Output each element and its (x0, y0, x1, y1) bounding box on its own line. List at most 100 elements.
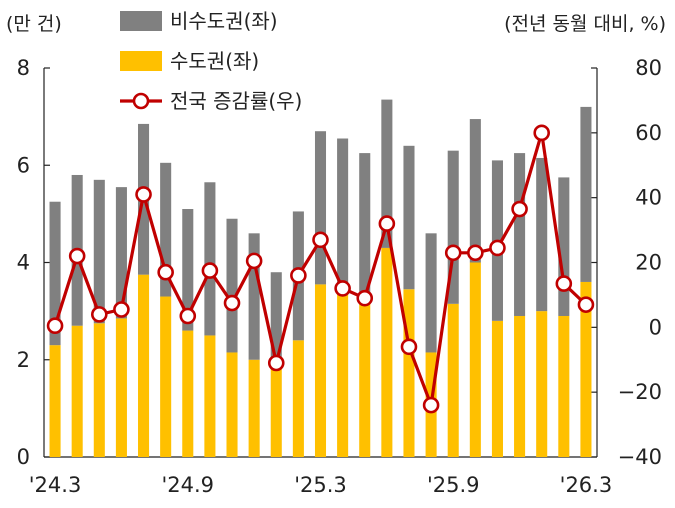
bar-non-capital (536, 157, 548, 312)
growth-marker (68, 247, 86, 265)
bar-capital (558, 315, 570, 457)
bar-capital (514, 315, 526, 457)
right-tick-label: 0 (649, 315, 662, 339)
growth-marker (467, 244, 484, 262)
x-tick-label: '26.3 (560, 473, 613, 497)
growth-marker (444, 244, 462, 262)
growth-marker (489, 239, 506, 257)
bar-capital (292, 340, 304, 457)
bar-capital (469, 262, 481, 457)
growth-marker (91, 306, 108, 323)
growth-marker (577, 296, 595, 313)
bar-capital (248, 359, 260, 457)
x-tick-label: '24.9 (162, 473, 215, 497)
left-tick-label: 6 (17, 153, 30, 177)
growth-marker (356, 289, 374, 307)
bar-non-capital (115, 187, 127, 319)
bar-capital (359, 303, 371, 457)
bar-non-capital (403, 145, 415, 290)
right-tick-label: 80 (635, 56, 662, 80)
bar-non-capital (381, 99, 393, 248)
growth-marker (179, 307, 197, 325)
bar-capital (381, 247, 393, 457)
growth-marker (267, 354, 285, 372)
bar-non-capital (337, 138, 349, 292)
bar-capital (160, 296, 172, 457)
right-tick-label: 60 (635, 121, 662, 145)
growth-marker (555, 275, 573, 292)
bar-non-capital (425, 233, 437, 353)
growth-marker (334, 280, 351, 297)
bar-capital (403, 289, 415, 457)
bar-capital (580, 281, 592, 457)
growth-marker (290, 267, 307, 284)
bar-non-capital (226, 218, 238, 353)
legend-swatch-non-capital (120, 11, 162, 31)
right-tick-label: 40 (635, 186, 662, 210)
x-tick-label: '25.3 (294, 473, 347, 497)
growth-marker (422, 396, 440, 414)
growth-marker (223, 294, 241, 312)
labels-layer: 0 2 4 6 8 −40 −20 0 20 40 60 80 '24.3 '24.9 '25.3 '25.9… (6, 13, 666, 497)
bar-non-capital (580, 106, 592, 282)
bar-non-capital (314, 131, 327, 285)
growth-marker (400, 338, 418, 356)
legend-label-capital: 수도권(좌) (170, 49, 259, 73)
bar-non-capital (447, 150, 459, 304)
bar-non-capital (248, 233, 260, 360)
bar-non-capital (49, 201, 61, 346)
bar-capital (447, 303, 459, 457)
legend-label-non-capital: 비수도권(좌) (170, 9, 278, 33)
left-tick-label: 8 (17, 56, 30, 80)
bar-capital (138, 274, 150, 457)
growth-marker (378, 215, 396, 232)
bar-non-capital (359, 153, 371, 304)
bar-non-capital (469, 119, 481, 263)
legend-label-growth: 전국 증감률(우) (170, 89, 302, 113)
bar-capital (115, 318, 127, 457)
bar-capital (314, 284, 327, 457)
left-tick-label: 2 (17, 348, 30, 372)
growth-marker (46, 317, 64, 335)
growth-marker (245, 252, 263, 270)
bar-non-capital (204, 182, 216, 336)
growth-marker (201, 262, 219, 279)
left-tick-label: 0 (17, 445, 30, 469)
bar-non-capital (160, 162, 172, 297)
bar-capital (491, 320, 503, 457)
bar-non-capital (558, 177, 570, 316)
bars-layer (49, 99, 592, 457)
right-tick-label: 20 (635, 251, 662, 275)
growth-marker (511, 200, 528, 218)
bar-non-capital (93, 179, 105, 324)
bar-non-capital (182, 209, 194, 331)
bar-capital (182, 330, 194, 457)
growth-marker (113, 301, 130, 318)
bar-capital (270, 362, 282, 457)
legend-swatch-capital (120, 51, 162, 71)
right-tick-label: −40 (618, 445, 662, 469)
growth-marker (312, 231, 329, 249)
growth-marker (157, 263, 174, 281)
x-tick-label: '24.3 (29, 473, 82, 497)
legend-marker-growth (132, 92, 150, 110)
bar-capital (71, 325, 83, 457)
markers-layer (46, 124, 595, 414)
bar-capital (93, 323, 105, 457)
left-unit-label: (만 건) (6, 13, 62, 35)
bar-capital (536, 311, 548, 457)
bar-non-capital (270, 272, 282, 363)
bar-non-capital (514, 153, 526, 316)
left-tick-label: 4 (17, 251, 30, 275)
growth-marker (533, 124, 551, 142)
right-tick-label: −20 (618, 380, 662, 404)
bar-capital (204, 335, 216, 457)
bar-capital (49, 345, 61, 457)
bar-capital (337, 291, 349, 457)
right-unit-label: (전년 동월 대비, %) (504, 13, 666, 35)
legend-layer: 비수도권(좌) 수도권(좌) 전국 증감률(우) (120, 9, 302, 113)
bar-capital (226, 352, 238, 457)
growth-marker (135, 186, 152, 203)
